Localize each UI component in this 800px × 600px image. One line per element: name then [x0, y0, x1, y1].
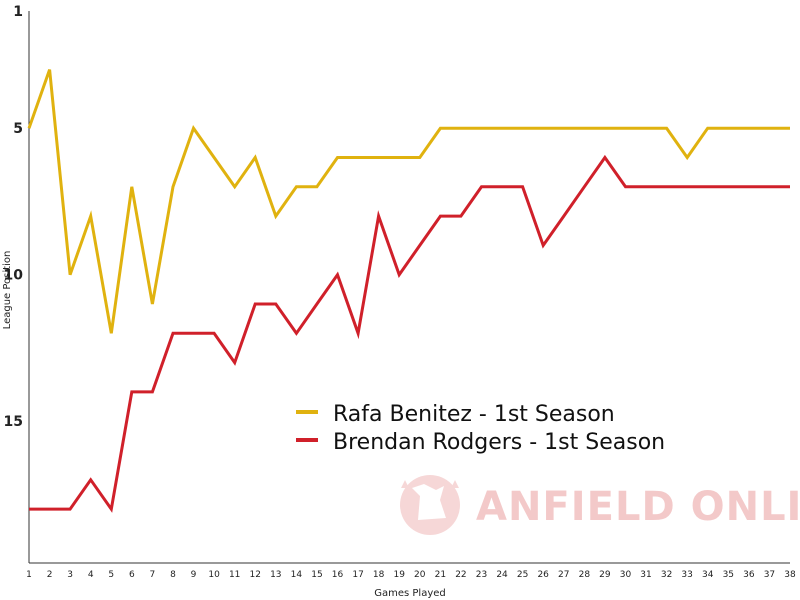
y-axis-label: League Position: [2, 251, 13, 330]
x-tick-label: 6: [129, 570, 135, 580]
x-tick-label: 17: [352, 570, 363, 580]
series-lines: [27, 69, 790, 513]
x-tick-label: 20: [414, 570, 426, 580]
x-axis-label: Games Played: [374, 588, 446, 599]
watermark: ANFIELD ONLINE: [400, 475, 800, 535]
x-tick-label: 12: [250, 570, 261, 580]
x-tick-label: 1: [26, 570, 32, 580]
x-tick-label: 19: [393, 570, 405, 580]
series-line-rodgers: [29, 154, 790, 513]
x-tick-label: 32: [661, 570, 672, 580]
x-tick-label: 37: [764, 570, 775, 580]
x-tick-label: 29: [599, 570, 611, 580]
series-line-benitez: [27, 69, 790, 334]
legend-label-rodgers: Brendan Rodgers - 1st Season: [333, 430, 665, 455]
x-tick-label: 2: [47, 570, 53, 580]
x-tick-label: 8: [170, 570, 176, 580]
x-tick-label: 21: [435, 570, 446, 580]
x-tick-label: 16: [332, 570, 344, 580]
x-tick-label: 38: [784, 570, 796, 580]
x-tick-label: 3: [67, 570, 73, 580]
x-tick-label: 28: [579, 570, 591, 580]
x-tick-label: 23: [476, 570, 487, 580]
x-tick-label: 14: [291, 570, 303, 580]
y-tick-label: 1: [13, 4, 23, 20]
x-tick-label: 15: [311, 570, 322, 580]
liverbird-crest-icon: [400, 475, 460, 535]
x-tick-label: 34: [702, 570, 714, 580]
x-tick-label: 30: [620, 570, 632, 580]
x-tick-label: 27: [558, 570, 569, 580]
y-tick-label: 10: [4, 268, 24, 284]
x-tick-label: 13: [270, 570, 281, 580]
x-tick-label: 22: [455, 570, 466, 580]
x-tick-label: 24: [496, 570, 508, 580]
x-tick-labels: 1 2 3 4 5 6 7 8 9 10 11 12 13 14 15 16 17 18 19 20 21 22 23 24 2…: [26, 570, 796, 580]
x-tick-label: 31: [640, 570, 651, 580]
y-tick-label: 15: [4, 414, 23, 430]
x-tick-label: 4: [88, 570, 94, 580]
x-tick-label: 26: [537, 570, 549, 580]
x-tick-label: 10: [208, 570, 220, 580]
watermark-text: ANFIELD ONLINE: [476, 484, 800, 530]
y-tick-label: 5: [13, 121, 23, 137]
x-tick-label: 35: [723, 570, 734, 580]
x-tick-label: 9: [191, 570, 197, 580]
legend: Rafa Benitez - 1st Season Brendan Rodger…: [296, 402, 665, 455]
legend-label-benitez: Rafa Benitez - 1st Season: [333, 402, 615, 427]
x-tick-label: 33: [681, 570, 692, 580]
x-tick-label: 5: [108, 570, 114, 580]
x-tick-label: 18: [373, 570, 385, 580]
x-tick-label: 7: [150, 570, 156, 580]
x-tick-label: 25: [517, 570, 528, 580]
x-tick-label: 11: [229, 570, 240, 580]
x-tick-label: 36: [743, 570, 755, 580]
